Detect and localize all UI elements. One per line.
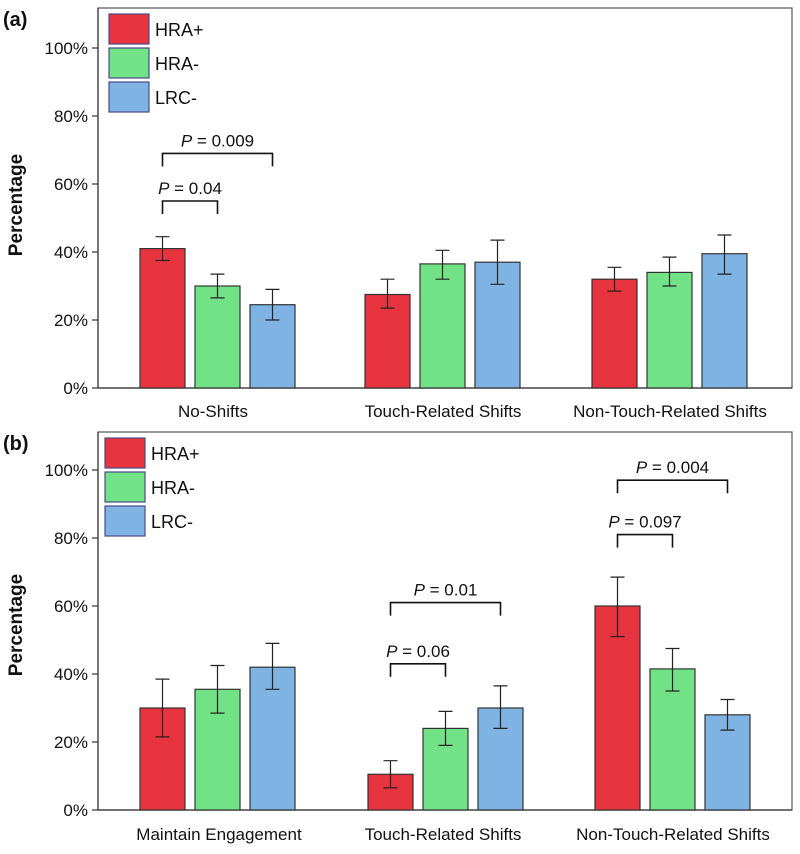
p-value-label: P = 0.04 — [158, 179, 222, 198]
bar-hra-minus-2 — [646, 271, 693, 389]
significance-bracket — [389, 601, 502, 616]
legend-swatch-lrc-minus — [104, 505, 146, 537]
p-symbol: P — [386, 642, 398, 661]
panel-b-legend: HRA+ HRA- LRC- — [104, 437, 200, 537]
p-value-label: P = 0.097 — [608, 513, 681, 532]
error-bar — [720, 698, 735, 731]
panel-b-category-label: Maintain Engagement — [136, 825, 302, 844]
significance-bracket — [616, 479, 729, 494]
panel-b-label: (b) — [3, 433, 29, 455]
panel-a-y-tick: 0% — [63, 379, 88, 398]
panel-b-y-tick: 0% — [63, 801, 88, 820]
panel-a-y-ticks: 0% 20% 40% 60% 80% 100% — [45, 39, 98, 398]
legend-swatch-hra-minus — [108, 47, 150, 79]
p-symbol: P — [636, 458, 648, 477]
panel-b-category-labels: Maintain Engagement Touch-Related Shifts… — [136, 825, 770, 844]
error-bar — [438, 710, 453, 746]
bar-hra-minus-1 — [419, 263, 466, 389]
error-bar — [210, 664, 225, 714]
panel-a-y-tick: 40% — [54, 243, 88, 262]
error-bar — [607, 266, 622, 292]
panel-b-y-tick: 40% — [54, 665, 88, 684]
bar-lrc-minus-2 — [701, 253, 748, 389]
bar-hra-minus-2 — [649, 668, 696, 811]
error-bar — [265, 642, 280, 690]
panel-b-y-tick: 20% — [54, 733, 88, 752]
p-value-label: P = 0.01 — [414, 581, 478, 600]
error-bar — [155, 678, 170, 738]
bar-hra-plus-2 — [591, 278, 638, 389]
error-bar — [380, 278, 395, 309]
panel-a-y-tick: 80% — [54, 107, 88, 126]
error-bar — [435, 249, 450, 280]
error-bar — [717, 234, 732, 275]
panel-a-y-tick: 60% — [54, 175, 88, 194]
panel-b-y-axis-label: Percentage — [6, 574, 27, 676]
error-bar — [662, 256, 677, 287]
significance-bracket — [616, 533, 674, 548]
error-bar — [493, 685, 508, 729]
p-symbol: P — [181, 131, 193, 150]
legend-swatch-hra-plus — [108, 13, 150, 45]
bar-hra-plus-2 — [594, 605, 641, 811]
error-bar — [383, 760, 398, 789]
panel-a-y-tick: 100% — [45, 39, 88, 58]
panel-b-y-tick: 80% — [54, 529, 88, 548]
bar-hra-plus-1 — [364, 293, 411, 389]
legend-label-hra-minus: HRA- — [155, 54, 199, 74]
legend-label-hra-plus: HRA+ — [155, 20, 204, 40]
significance-bracket — [161, 200, 219, 214]
bar-hra-minus-0 — [194, 285, 241, 389]
panel-a-category-label: No-Shifts — [178, 402, 248, 421]
panel-b-category-label: Non-Touch-Related Shifts — [576, 825, 770, 844]
panel-a-y-tick: 20% — [54, 311, 88, 330]
error-bar — [665, 647, 680, 692]
p-symbol: P — [158, 179, 170, 198]
error-bar — [265, 288, 280, 321]
significance-bracket — [161, 152, 274, 167]
significance-bracket — [389, 663, 447, 677]
p-symbol: P — [414, 581, 426, 600]
panel-b-y-tick: 100% — [45, 461, 88, 480]
p-value-label: P = 0.06 — [386, 642, 450, 661]
legend-label-lrc-minus: LRC- — [155, 88, 197, 108]
legend-label-hra-minus: HRA- — [151, 478, 195, 498]
panel-b-y-ticks: 0% 20% 40% 60% 80% 100% — [45, 461, 98, 820]
error-bar — [610, 576, 625, 638]
legend-swatch-lrc-minus — [108, 81, 150, 113]
panel-a-legend: HRA+ HRA- LRC- — [108, 13, 204, 113]
p-value-text: = 0.009 — [192, 131, 254, 150]
error-bar — [210, 273, 225, 299]
p-value-text: = 0.04 — [169, 179, 221, 198]
legend-label-hra-plus: HRA+ — [151, 444, 200, 464]
panel-a-y-axis-label: Percentage — [6, 154, 27, 256]
legend-swatch-hra-plus — [104, 437, 146, 469]
p-value-text: = 0.097 — [620, 513, 682, 532]
p-value-text: = 0.004 — [647, 458, 709, 477]
p-value-label: P = 0.009 — [181, 131, 254, 150]
p-symbol: P — [608, 513, 620, 532]
panel-a-category-label: Touch-Related Shifts — [365, 402, 522, 421]
bar-hra-plus-0 — [139, 248, 186, 389]
panel-a-category-labels: No-Shifts Touch-Related Shifts Non-Touch… — [178, 402, 767, 421]
error-bar — [155, 236, 170, 262]
error-bar — [490, 239, 505, 285]
p-value-text: = 0.06 — [397, 642, 449, 661]
legend-label-lrc-minus: LRC- — [151, 512, 193, 532]
legend-swatch-hra-minus — [104, 471, 146, 503]
panel-b: (b) Percentage 0% 20% 40% 60% 80% 100% M… — [3, 431, 793, 844]
panel-a-label: (a) — [3, 9, 27, 31]
p-value-label: P = 0.004 — [636, 458, 709, 477]
panel-a-marks: P = 0.04P = 0.009 — [139, 131, 748, 389]
panel-a: (a) Percentage 0% 20% 40% 60% 80% 100% N… — [3, 7, 793, 421]
panel-a-category-label: Non-Touch-Related Shifts — [573, 402, 767, 421]
panel-b-category-label: Touch-Related Shifts — [365, 825, 522, 844]
panel-b-y-tick: 60% — [54, 597, 88, 616]
p-value-text: = 0.01 — [425, 581, 477, 600]
